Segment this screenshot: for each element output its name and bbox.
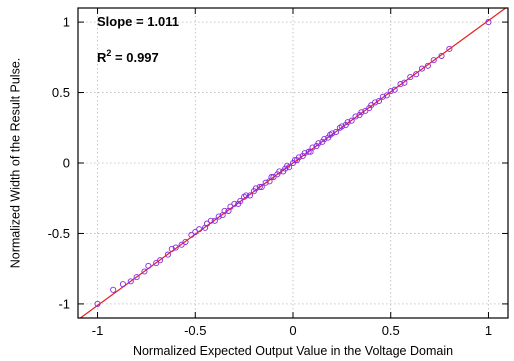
data-point bbox=[309, 144, 316, 151]
data-point bbox=[207, 217, 214, 224]
data-point bbox=[438, 52, 445, 59]
data-point bbox=[237, 197, 244, 205]
data-point bbox=[227, 203, 234, 210]
data-point bbox=[127, 278, 134, 285]
x-tick-label: 1 bbox=[485, 323, 492, 338]
data-point bbox=[203, 220, 211, 227]
r-squared-prefix: R bbox=[97, 50, 107, 65]
data-point bbox=[231, 200, 238, 207]
data-point bbox=[243, 192, 250, 199]
data-point bbox=[348, 117, 355, 124]
data-point bbox=[192, 228, 199, 236]
data-point bbox=[430, 57, 437, 64]
data-points bbox=[94, 19, 492, 307]
data-point bbox=[446, 45, 453, 52]
data-point bbox=[391, 86, 398, 93]
slope-annotation: Slope = 1.011 bbox=[97, 14, 179, 29]
data-point bbox=[301, 150, 308, 157]
y-tick-label: -0.5 bbox=[48, 226, 70, 241]
data-point bbox=[276, 168, 283, 175]
y-tick-label: 1 bbox=[63, 15, 70, 30]
data-point bbox=[383, 92, 390, 99]
data-point bbox=[344, 119, 351, 126]
y-tick-label: 0 bbox=[63, 156, 70, 171]
r-squared-value: = 0.997 bbox=[111, 50, 158, 65]
data-point bbox=[305, 148, 312, 155]
data-point bbox=[372, 99, 379, 106]
x-tick-label: 0 bbox=[289, 323, 296, 338]
data-point bbox=[246, 192, 254, 199]
data-point bbox=[338, 123, 345, 130]
data-point bbox=[94, 300, 101, 307]
data-point bbox=[153, 259, 160, 267]
data-point bbox=[168, 245, 175, 253]
y-tick-label: -1 bbox=[58, 296, 70, 311]
data-point bbox=[221, 207, 228, 214]
data-point bbox=[262, 179, 269, 186]
x-tick-label: 0.5 bbox=[382, 323, 400, 338]
data-point bbox=[329, 130, 336, 137]
data-point bbox=[215, 213, 222, 220]
tick-labels: -1 -0.5 0 0.5 1 -1 -0.5 0 0.5 1 bbox=[48, 15, 492, 338]
data-point bbox=[286, 164, 293, 171]
data-point bbox=[172, 244, 179, 251]
data-point bbox=[270, 174, 277, 181]
data-point bbox=[362, 107, 369, 114]
data-point bbox=[397, 81, 404, 88]
y-axis-label: Normalized Width of the Result Pulse. bbox=[8, 58, 22, 269]
axis-ticks bbox=[78, 8, 508, 318]
data-point bbox=[258, 183, 265, 191]
data-point bbox=[196, 226, 203, 233]
x-tick-label: -0.5 bbox=[184, 323, 206, 338]
data-point bbox=[387, 88, 394, 95]
data-point bbox=[407, 73, 414, 81]
x-tick-label: -1 bbox=[92, 323, 104, 338]
data-point bbox=[211, 217, 218, 224]
data-point bbox=[413, 71, 420, 78]
data-point bbox=[256, 183, 263, 191]
data-point bbox=[164, 251, 171, 258]
data-point bbox=[119, 281, 127, 288]
data-point bbox=[145, 262, 152, 269]
data-point bbox=[358, 109, 365, 116]
data-point bbox=[321, 135, 328, 143]
data-point bbox=[424, 62, 431, 69]
data-point bbox=[485, 19, 492, 26]
data-point bbox=[291, 157, 299, 164]
data-point bbox=[352, 113, 359, 120]
data-point bbox=[133, 274, 140, 281]
data-point bbox=[368, 102, 375, 109]
data-point bbox=[418, 65, 426, 72]
r-squared-annotation: R2 = 0.997 bbox=[97, 48, 159, 65]
data-point bbox=[178, 241, 185, 248]
r-squared-superscript: 2 bbox=[106, 48, 111, 58]
data-point bbox=[252, 185, 259, 192]
data-point bbox=[332, 128, 340, 136]
data-point bbox=[401, 79, 408, 86]
data-point bbox=[110, 286, 117, 293]
data-point bbox=[182, 238, 189, 245]
y-tick-label: 0.5 bbox=[52, 85, 70, 100]
data-point bbox=[141, 268, 148, 275]
data-point bbox=[268, 174, 275, 181]
x-axis-label: Normalized Expected Output Value in the … bbox=[133, 344, 453, 358]
data-point bbox=[375, 97, 383, 105]
data-point bbox=[157, 257, 164, 264]
data-point bbox=[188, 231, 195, 238]
data-point bbox=[315, 140, 322, 147]
data-point bbox=[295, 154, 302, 161]
data-point bbox=[379, 93, 386, 100]
